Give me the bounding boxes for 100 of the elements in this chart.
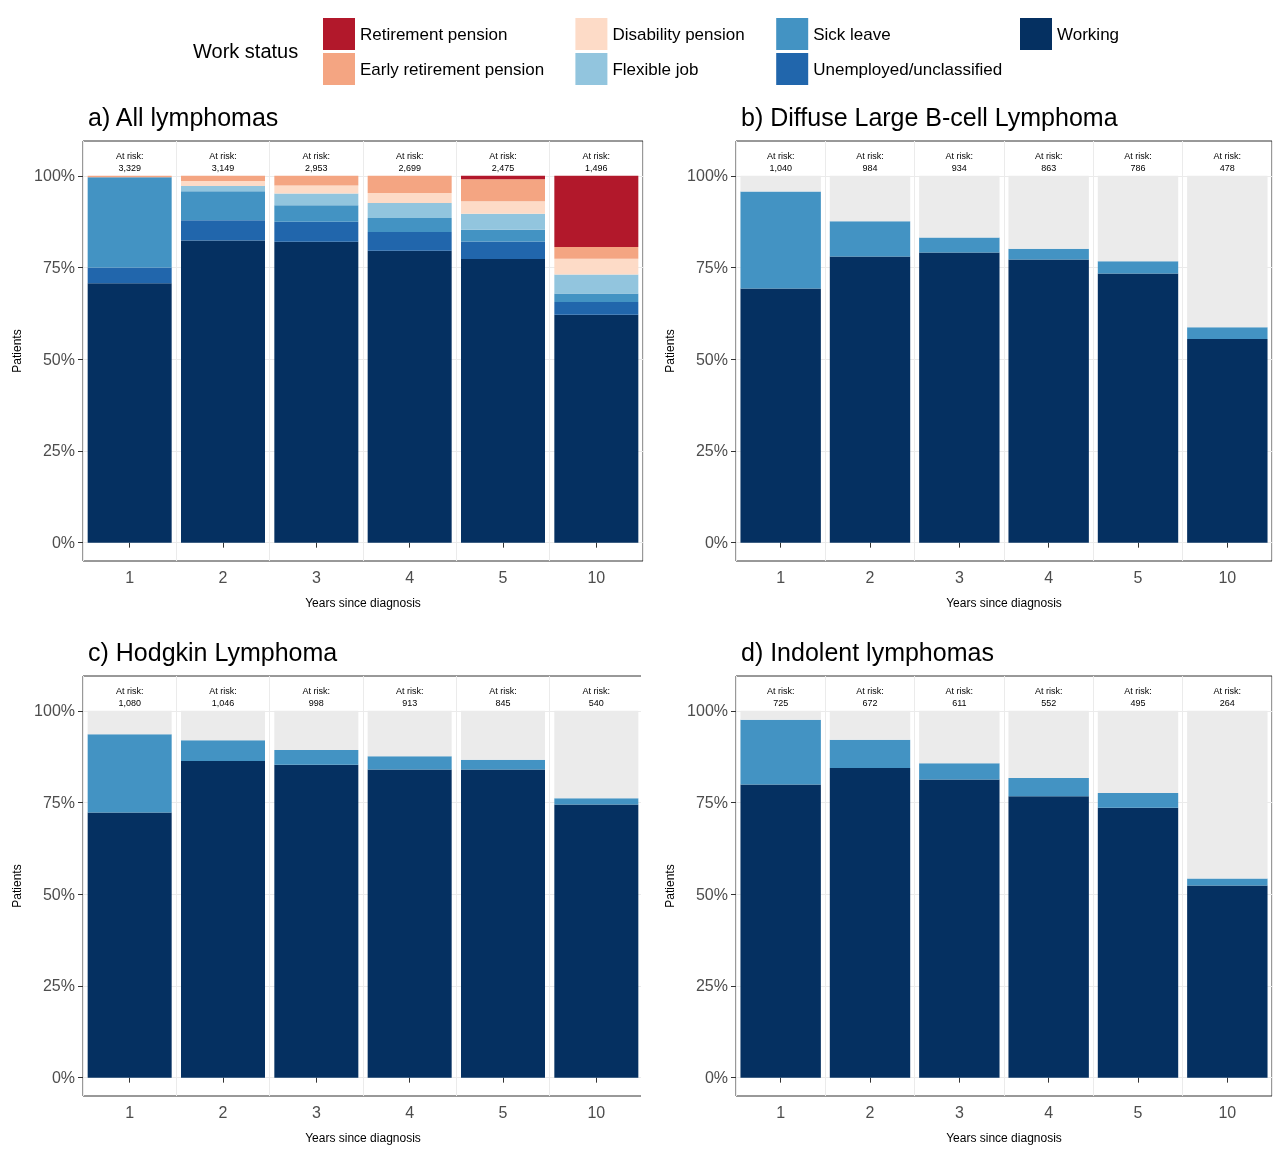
bar: [181, 220, 265, 241]
bar: [367, 769, 452, 1078]
legend-label: Early retirement pension: [360, 59, 545, 79]
bar: [87, 734, 172, 813]
bar: [367, 202, 452, 219]
annotation: At risk: 1,080: [115, 686, 144, 708]
legend-label: Flexible job: [612, 59, 699, 79]
bar: [919, 237, 1000, 253]
bar: [87, 283, 172, 543]
y-tick-label: 75%: [695, 794, 728, 812]
y-tick-label: 50%: [42, 350, 75, 368]
y-axis-title: Patients: [10, 329, 24, 373]
y-tick-label: 50%: [42, 885, 75, 903]
x-tick-label: 3: [954, 568, 964, 586]
bar: [274, 221, 359, 242]
bar: [1008, 796, 1089, 1078]
bar: [829, 768, 911, 1078]
legend-label: Sick leave: [813, 24, 891, 44]
y-axis-title: Patients: [663, 329, 677, 373]
bar: [461, 259, 545, 543]
bar: [87, 267, 172, 284]
bar: [181, 740, 265, 762]
annotation: At risk: 1,040: [766, 151, 795, 173]
annotation: At risk: 786: [1124, 151, 1152, 173]
y-tick-label: 100%: [687, 167, 728, 185]
annotation: At risk: 2,953: [302, 151, 331, 173]
bar: [367, 193, 452, 203]
annotation: At risk: 1,046: [209, 686, 237, 708]
bar: [1187, 885, 1268, 1078]
bar: [274, 175, 359, 186]
bar: [461, 759, 545, 770]
bar: [274, 750, 359, 765]
x-tick-label: 3: [311, 568, 321, 586]
y-tick-label: 25%: [695, 442, 728, 460]
y-tick-label: 0%: [704, 534, 728, 552]
bar: [181, 186, 265, 192]
bar: [1008, 259, 1089, 543]
legend-title: Work status: [193, 40, 299, 62]
bar: [274, 764, 359, 1078]
bar: [740, 191, 821, 289]
bar: [274, 205, 359, 222]
bar: [274, 241, 359, 543]
x-tick-label: 3: [311, 1103, 321, 1121]
x-axis-title: Years since diagnosis: [305, 1131, 421, 1145]
y-tick-label: 100%: [34, 167, 75, 185]
bar: [740, 719, 821, 785]
annotation: At risk: 540: [582, 686, 611, 708]
annotation: At risk: 495: [1124, 686, 1152, 708]
x-tick-label: 2: [865, 568, 875, 586]
annotation: At risk: 264: [1213, 686, 1242, 708]
x-tick-label: 4: [405, 568, 415, 586]
annotation: At risk: 552: [1034, 686, 1063, 708]
annotation: At risk: 863: [1034, 151, 1063, 173]
x-tick-label: 10: [1218, 1103, 1237, 1121]
bar: [554, 314, 639, 543]
bar: [919, 779, 1000, 1078]
y-axis-title: Patients: [10, 864, 24, 908]
bar: [181, 240, 265, 543]
bar: [461, 175, 545, 180]
bar: [87, 812, 172, 1078]
legend-label: Working: [1057, 24, 1120, 44]
annotation: At risk: 672: [856, 686, 884, 708]
bar: [919, 252, 1000, 543]
bar: [181, 191, 265, 221]
legend-label: Unemployed/unclassified: [813, 59, 1003, 79]
y-tick-label: 100%: [687, 702, 728, 720]
y-tick-label: 0%: [51, 534, 75, 552]
bar: [181, 761, 265, 1078]
bar: [461, 241, 545, 260]
annotation: At risk: 845: [489, 686, 517, 708]
bar: [461, 201, 545, 214]
bar: [274, 185, 359, 194]
x-tick-label: 10: [587, 568, 606, 586]
annotation: At risk: 725: [766, 686, 795, 708]
bar: [554, 258, 639, 275]
annotation: At risk: 2,475: [489, 151, 517, 173]
chart-title: a) All lymphomas: [88, 102, 279, 131]
bar: [367, 756, 452, 770]
y-tick-label: 0%: [51, 1069, 75, 1087]
x-tick-label: 1: [125, 568, 135, 586]
bar: [554, 274, 639, 294]
bar: [1097, 807, 1179, 1078]
chart-title: d) Indolent lymphomas: [741, 637, 994, 666]
x-tick-label: 5: [498, 1103, 508, 1121]
x-axis-title: Years since diagnosis: [946, 596, 1062, 610]
x-tick-label: 2: [865, 1103, 875, 1121]
bar: [1008, 248, 1089, 260]
bar: [740, 288, 821, 543]
bar: [554, 302, 639, 315]
x-tick-label: 2: [218, 1103, 228, 1121]
annotation: At risk: 2,699: [395, 151, 424, 173]
x-tick-label: 10: [587, 1103, 606, 1121]
y-tick-label: 75%: [42, 794, 75, 812]
bar: [461, 229, 545, 242]
bar: [740, 784, 821, 1078]
bar: [367, 250, 452, 543]
bar: [181, 180, 265, 187]
y-tick-label: 0%: [704, 1069, 728, 1087]
bar: [829, 221, 911, 257]
annotation: At risk: 998: [302, 686, 331, 708]
